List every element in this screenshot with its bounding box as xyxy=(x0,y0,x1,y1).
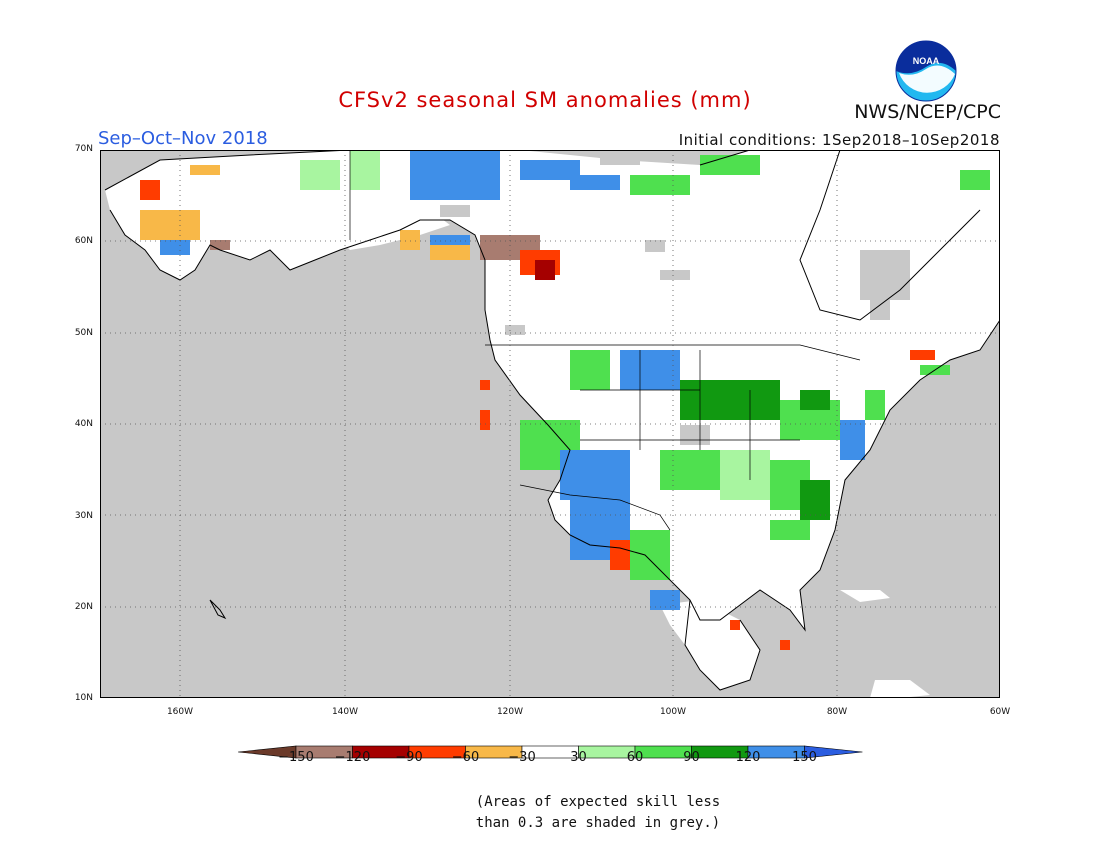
lat-label: 60N xyxy=(74,236,93,246)
map-title: CFSv2 seasonal SM anomalies (mm) xyxy=(338,88,752,112)
colorbar-label: −60 xyxy=(451,750,480,765)
lat-label: 20N xyxy=(74,602,93,612)
graticule xyxy=(100,150,1000,698)
logo-text: NOAA xyxy=(913,56,940,66)
lon-label: 80W xyxy=(826,707,848,717)
colorbar-label: −150 xyxy=(278,750,314,765)
lat-label: 50N xyxy=(74,328,93,338)
colorbar-label: 150 xyxy=(792,750,817,765)
lat-label: 70N xyxy=(74,144,93,154)
borders xyxy=(349,150,861,531)
coastlines xyxy=(104,150,1000,691)
lon-label: 60W xyxy=(989,707,1011,717)
initial-conditions: Initial conditions: 1Sep2018–10Sep2018 xyxy=(678,131,1000,149)
lon-label: 100W xyxy=(659,707,687,717)
colorbar xyxy=(238,745,863,759)
lon-label: 140W xyxy=(331,707,359,717)
anomaly-cells xyxy=(140,150,990,650)
colorbar-cap-high xyxy=(804,745,863,759)
forecast-period: Sep–Oct–Nov 2018 xyxy=(98,128,268,149)
lon-label: 120W xyxy=(496,707,524,717)
anomaly-map xyxy=(100,150,1000,698)
agency-label: NWS/NCEP/CPC xyxy=(854,101,1001,123)
lon-label: 160W xyxy=(166,707,194,717)
colorbar-label: 30 xyxy=(570,750,587,765)
colorbar-label: 120 xyxy=(735,750,761,765)
lat-label: 10N xyxy=(74,693,93,703)
colorbar-label: 60 xyxy=(626,750,644,765)
skill-note-line2: than 0.3 are shaded in grey.) xyxy=(475,815,721,831)
skill-note-line1: (Areas of expected skill less xyxy=(475,794,721,810)
colorbar-label: −120 xyxy=(334,750,371,765)
colorbar-label: −90 xyxy=(395,750,423,765)
colorbar-label: −30 xyxy=(508,750,536,765)
lat-label: 30N xyxy=(74,511,93,521)
noaa-logo: NOAA xyxy=(895,40,957,102)
lat-label: 40N xyxy=(74,419,93,429)
skill-note: (Areas of expected skill less than 0.3 a… xyxy=(0,792,1100,834)
colorbar-label: 90 xyxy=(683,750,700,765)
